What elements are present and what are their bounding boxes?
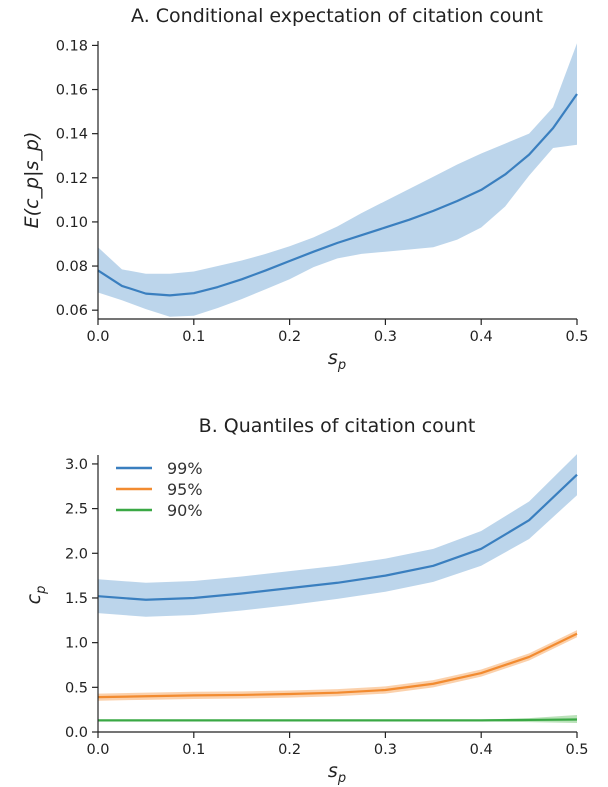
chart-b-x-tick-label: 0.0	[86, 742, 109, 758]
chart-a-x-axis-label: sp	[328, 347, 346, 373]
chart-a-y-tick-label: 0.10	[56, 215, 88, 231]
chart-b-y-axis-label: cp	[23, 586, 49, 605]
chart-a-y-tick-label: 0.08	[56, 259, 88, 275]
chart-a-x-tick-label: 0.2	[278, 329, 301, 345]
chart-b-y-tick-label: 2.5	[65, 502, 88, 518]
chart-a-y-tick-label: 0.16	[56, 83, 88, 99]
chart-a-x-tick-label: 0.5	[565, 329, 588, 345]
chart-a-x-tick-label: 0.0	[86, 329, 109, 345]
legend-label-1: 95%	[167, 480, 203, 499]
chart-b-x-tick-label: 0.4	[470, 742, 493, 758]
chart-b-y-tick-label: 1.0	[65, 636, 88, 652]
chart-b-x-tick-label: 0.2	[278, 742, 301, 758]
chart-b-legend: 99% 95% 90%	[116, 459, 203, 520]
chart-a-x-tick-label: 0.3	[374, 329, 397, 345]
chart-b-x-tick-label: 0.5	[565, 742, 588, 758]
chart-a-y-axis-label: E(c_p|s_p)	[21, 132, 43, 229]
chart-b-series-line-0	[97, 473, 578, 601]
legend-label-0: 99%	[167, 459, 203, 478]
chart-b-y-tick-label: 2.0	[65, 546, 88, 562]
chart-b-series-line-2	[98, 718, 578, 722]
chart-b-y-tick-label: 0.0	[65, 725, 88, 741]
chart-b: B. Quantiles of citation count 0.0 0.1 0.2…	[23, 415, 589, 786]
chart-a-y-tick-label: 0.18	[56, 38, 88, 54]
chart-b-title: B. Quantiles of citation count	[199, 415, 476, 437]
legend-label-2: 90%	[167, 501, 203, 520]
chart-a-title: A. Conditional expectation of citation c…	[131, 5, 543, 27]
chart-a-confidence-band-0	[98, 43, 577, 317]
chart-a-y-tick-label: 0.12	[56, 171, 88, 187]
chart-b-y-tick-label: 3.0	[65, 457, 88, 473]
chart-b-x-tick-label: 0.3	[374, 742, 397, 758]
chart-a: A. Conditional expectation of citation c…	[21, 5, 589, 373]
chart-a-x-tick-label: 0.1	[182, 329, 205, 345]
chart-b-x-tick-label: 0.1	[182, 742, 205, 758]
chart-a-x-tick-label: 0.4	[470, 329, 493, 345]
chart-b-confidence-band-2	[98, 715, 577, 724]
chart-b-y-tick-label: 0.5	[65, 680, 88, 696]
chart-a-y-tick-label: 0.14	[56, 127, 88, 143]
chart-a-series-line-0	[97, 93, 578, 297]
chart-b-confidence-band-1	[98, 630, 577, 701]
chart-b-series-line-1	[97, 632, 578, 699]
chart-a-y-tick-label: 0.06	[56, 303, 88, 319]
chart-b-x-axis-label: sp	[328, 760, 346, 786]
chart-b-y-tick-label: 1.5	[65, 591, 88, 607]
